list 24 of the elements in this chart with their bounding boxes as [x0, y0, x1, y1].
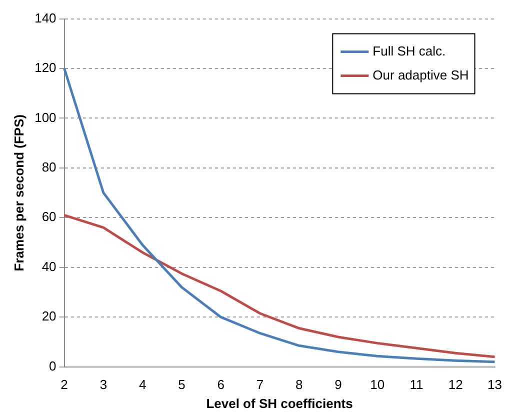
x-tick-label: 8: [295, 377, 303, 392]
x-tick-label: 13: [488, 377, 502, 392]
y-tick-label: 100: [34, 110, 56, 125]
x-tick-label: 2: [60, 377, 68, 392]
legend-label: Full SH calc.: [372, 43, 446, 58]
y-tick-label: 120: [34, 60, 56, 76]
x-tick-label: 12: [448, 377, 463, 392]
y-tick-label: 80: [42, 160, 56, 175]
x-tick-label: 7: [256, 377, 264, 392]
x-tick-label: 6: [217, 377, 224, 392]
x-tick-label: 10: [370, 377, 385, 392]
y-tick-label: 40: [42, 258, 56, 274]
x-tick-label: 3: [100, 377, 108, 392]
x-tick-label: 4: [138, 377, 146, 392]
y-axis-title: Frames per second (FPS): [11, 114, 26, 272]
y-tick-label: 140: [34, 10, 56, 26]
legend-label: Our adaptive SH: [372, 67, 469, 82]
y-tick-label: 60: [42, 209, 56, 224]
y-tick-label: 20: [42, 308, 56, 324]
x-tick-label: 5: [178, 377, 186, 392]
y-tick-label: 0: [49, 358, 56, 374]
x-axis-title: Level of SH coefficients: [206, 396, 353, 411]
x-tick-label: 9: [334, 377, 342, 392]
x-tick-label: 11: [410, 377, 424, 392]
